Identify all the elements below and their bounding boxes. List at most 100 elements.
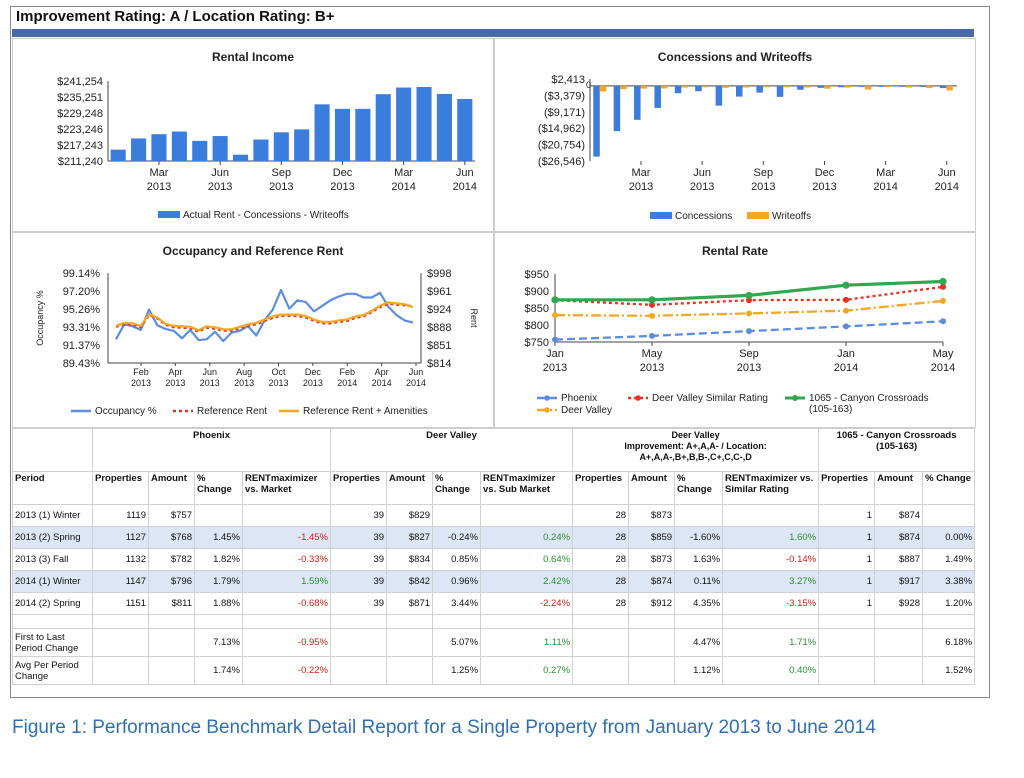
rental-rate-point: [940, 297, 946, 304]
x-tick-label-year: 2014: [391, 181, 415, 193]
table-cell: $871: [386, 592, 434, 615]
y-tick-label: $223,246: [57, 124, 103, 136]
table-cell: [194, 504, 243, 527]
x-tick-label-year: 2014: [935, 181, 959, 193]
concessions-bar: [939, 85, 947, 89]
table-cell: [330, 628, 388, 657]
table-cell: 28: [572, 592, 630, 615]
table-cell: 39: [330, 526, 388, 549]
table-cell: -0.33%: [241, 548, 332, 571]
canyon-header-text: 1065 - Canyon Crossroads (105-163): [836, 430, 957, 452]
table-cell: [386, 628, 434, 657]
table-cell: [92, 656, 149, 685]
y-tick-label-left: 95.26%: [63, 304, 101, 316]
table-cell: $796: [148, 570, 195, 593]
writeoffs-bar: [783, 85, 790, 88]
occupancy-title: Occupancy and Reference Rent: [162, 244, 344, 258]
rental-rate-point: [843, 323, 849, 330]
column-header: % Change: [922, 471, 976, 505]
y-tick-label-right: $998: [427, 268, 451, 280]
x-tick-label-month: Aug: [236, 367, 252, 377]
rental-rate-point: [843, 296, 849, 303]
writeoffs-bar: [660, 85, 668, 89]
table-cell: 1.88%: [194, 592, 243, 615]
table-cell: [92, 628, 149, 657]
period-cell: 2014 (1) Winter: [12, 570, 93, 593]
zero-label: 0: [586, 80, 591, 90]
column-header: Properties: [92, 471, 149, 505]
x-tick-label-month: Mar: [394, 167, 413, 179]
x-tick-label-month: Sep: [272, 167, 292, 179]
spacer-cell: [628, 614, 676, 629]
column-header: % Change: [432, 471, 482, 505]
writeoffs-bar: [681, 85, 688, 88]
table-cell: 39: [330, 504, 388, 527]
table-cell: 1.52%: [922, 656, 976, 685]
table-cell: 39: [330, 570, 388, 593]
y-tick-label: $241,254: [57, 76, 103, 88]
spacer-cell: [386, 614, 434, 629]
concessions-chart: $2,413 ($3,379) ($9,171) ($14,962) ($20,754)…: [538, 74, 959, 222]
concessions-bar: [776, 85, 784, 97]
group-header-deer-valley: Deer Valley: [330, 428, 574, 472]
x-tick-label-year: 2013: [751, 181, 775, 193]
x-tick-label-year: 2013: [165, 378, 185, 388]
table-cell: 7.13%: [194, 628, 243, 657]
table-cell: [922, 504, 976, 527]
writeoffs-bar: [640, 85, 648, 89]
income-bar: [294, 129, 310, 161]
income-bar: [151, 134, 167, 161]
x-tick-label-year: 2014: [406, 378, 426, 388]
rental-rate-point: [746, 328, 752, 335]
spacer-cell: [722, 614, 820, 629]
rental-rate-panel: Rental Rate $950 $900 $850 $800 $750 Jan 2013 M…: [494, 232, 976, 428]
writeoffs-bar: [926, 85, 933, 89]
rental-income-panel: Rental Income $241,254 $235,251 $229,248 $2…: [12, 38, 494, 232]
concessions-bar: [735, 85, 743, 97]
concessions-bar: [695, 85, 702, 92]
x-tick-label-year: 2013: [147, 181, 171, 193]
column-header: Amount: [874, 471, 924, 505]
legend-label-income: Actual Rent - Concessions - Writeoffs: [183, 210, 349, 221]
x-tick-label-month: May: [642, 348, 663, 360]
y-tick-label: $850: [525, 303, 549, 315]
table-cell: 0.27%: [480, 656, 574, 685]
table-cell: [148, 628, 195, 657]
y-tick-label: $217,243: [57, 140, 103, 152]
income-bar: [416, 87, 432, 161]
writeoffs-bar: [864, 85, 872, 90]
table-cell: 1151: [92, 592, 149, 615]
concessions-bar: [674, 85, 682, 94]
rental-rate-point: [940, 283, 946, 290]
table-cell: -0.14%: [722, 548, 820, 571]
benchmark-table-wrapper: Phoenix Deer Valley Deer Valley Improvem…: [12, 428, 976, 694]
x-tick-label-year: 2013: [200, 378, 220, 388]
spacer-cell: [674, 614, 724, 629]
x-tick-label-month: Dec: [333, 167, 353, 179]
y-tick-label: $900: [525, 286, 549, 298]
report-title: Improvement Rating: A / Location Rating:…: [16, 8, 335, 25]
summary-row: First to Last Period Change 7.13% -0.95% 5.…: [12, 628, 976, 657]
x-tick-label-month: Mar: [149, 167, 168, 179]
x-tick-label-year: 2013: [543, 362, 567, 374]
table-cell: $827: [386, 526, 434, 549]
income-bar: [110, 149, 126, 161]
y-tick-label: ($20,754): [538, 140, 585, 152]
table-cell: 1132: [92, 548, 149, 571]
income-bar: [232, 154, 249, 161]
x-tick-label-year: 2013: [640, 362, 664, 374]
income-bar: [273, 132, 289, 161]
income-bar: [253, 139, 269, 161]
writeoffs-bar: [620, 85, 627, 90]
table-cell: $859: [628, 526, 676, 549]
legend-label-writeoffs: Writeoffs: [772, 211, 811, 222]
table-cell: 1: [818, 570, 876, 593]
y-tick-label: $750: [525, 337, 549, 349]
table-cell: [818, 656, 876, 685]
table-cell: $873: [628, 548, 676, 571]
table-cell: 0.24%: [480, 526, 574, 549]
table-cell: -1.60%: [674, 526, 724, 549]
legend-label-canyon-2: (105-163): [809, 404, 852, 415]
table-cell: 4.47%: [674, 628, 724, 657]
occupancy-y-label: Occupancy %: [35, 290, 45, 346]
